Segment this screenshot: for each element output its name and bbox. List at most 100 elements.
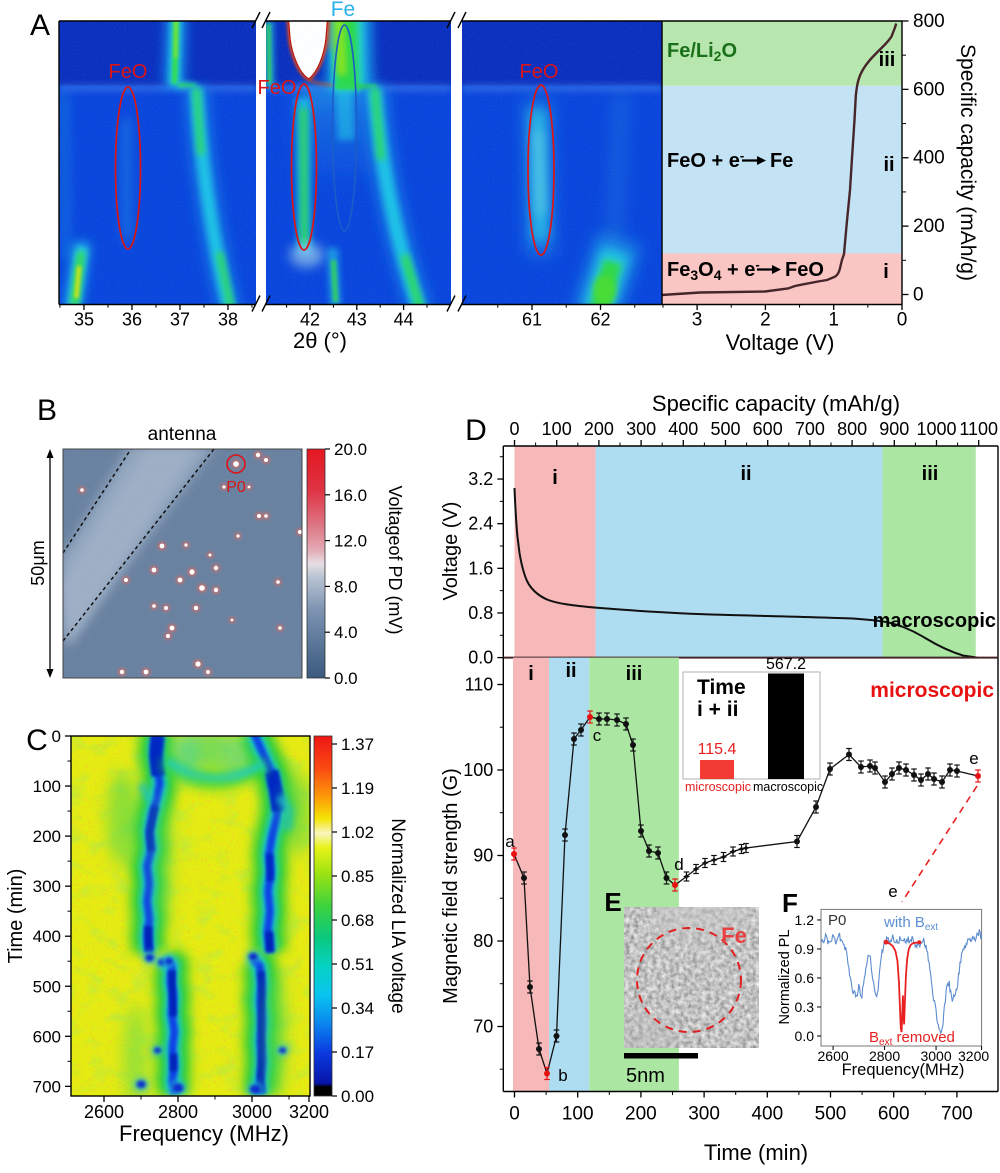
svg-text:c: c <box>593 726 602 745</box>
svg-text:Frequency(MHz): Frequency(MHz) <box>842 1061 965 1079</box>
svg-text:microscopic: microscopic <box>870 679 994 702</box>
svg-text:2600: 2600 <box>84 1102 124 1122</box>
svg-text:Time (min): Time (min) <box>5 869 27 964</box>
svg-text:8.0: 8.0 <box>334 577 358 596</box>
svg-text:35: 35 <box>74 310 94 330</box>
svg-text:0: 0 <box>897 310 908 331</box>
svg-text:d: d <box>674 855 683 874</box>
svg-text:Voltageof PD (mV): Voltageof PD (mV) <box>385 485 405 634</box>
svg-text:i: i <box>552 467 558 489</box>
svg-text:400: 400 <box>33 927 61 946</box>
svg-text:0.9: 0.9 <box>795 941 815 957</box>
svg-text:0.68: 0.68 <box>341 911 374 930</box>
svg-text:500: 500 <box>815 1104 847 1125</box>
svg-text:500: 500 <box>33 977 61 996</box>
svg-text:300: 300 <box>33 877 61 896</box>
svg-text:FeO: FeO <box>785 259 824 281</box>
svg-text:0.8: 0.8 <box>468 603 493 623</box>
svg-text:microscopic: microscopic <box>685 780 751 794</box>
svg-text:0.0: 0.0 <box>334 669 358 688</box>
svg-text:P0: P0 <box>828 912 846 929</box>
svg-text:A: A <box>30 9 50 42</box>
svg-text:200: 200 <box>33 827 61 846</box>
svg-text:FeO + e-: FeO + e- <box>667 148 744 172</box>
svg-text:700: 700 <box>795 419 825 439</box>
svg-text:i: i <box>883 261 889 283</box>
svg-text:0.85: 0.85 <box>341 867 374 886</box>
svg-text:Fe/Li2O: Fe/Li2O <box>667 40 737 64</box>
svg-text:0.17: 0.17 <box>341 1043 374 1062</box>
svg-text:2θ (°): 2θ (°) <box>293 328 347 353</box>
svg-text:0: 0 <box>509 419 519 439</box>
svg-text:b: b <box>558 1066 567 1085</box>
svg-text:FeO: FeO <box>258 77 297 99</box>
svg-text:44: 44 <box>394 310 414 330</box>
svg-text:Time (min): Time (min) <box>704 1140 808 1165</box>
svg-text:700: 700 <box>941 1104 973 1125</box>
svg-text:1.6: 1.6 <box>468 558 493 578</box>
svg-text:a: a <box>505 832 515 851</box>
svg-text:600: 600 <box>913 79 945 100</box>
svg-text:200: 200 <box>913 216 945 237</box>
svg-text:500: 500 <box>710 419 740 439</box>
svg-text:1: 1 <box>828 310 839 331</box>
svg-text:0.00: 0.00 <box>341 1087 374 1106</box>
svg-text:D: D <box>465 414 487 447</box>
svg-text:ii: ii <box>565 660 576 682</box>
svg-text:61: 61 <box>522 310 542 330</box>
svg-text:1.02: 1.02 <box>341 823 374 842</box>
svg-text:i: i <box>528 663 534 685</box>
svg-text:Specific capacity (mAh/g): Specific capacity (mAh/g) <box>956 44 979 281</box>
svg-text:16.0: 16.0 <box>334 486 367 505</box>
svg-text:B: B <box>37 394 57 427</box>
svg-text:115.4: 115.4 <box>698 741 737 758</box>
svg-text:62: 62 <box>590 310 610 330</box>
svg-text:iii: iii <box>626 663 643 685</box>
svg-text:12.0: 12.0 <box>334 532 367 551</box>
svg-text:20.0: 20.0 <box>334 440 367 459</box>
svg-text:0.6: 0.6 <box>795 970 815 986</box>
svg-text:100: 100 <box>562 1104 594 1125</box>
svg-text:70: 70 <box>473 1017 493 1037</box>
svg-text:100: 100 <box>33 777 61 796</box>
svg-text:700: 700 <box>33 1077 61 1096</box>
svg-text:Fe3O4 + e-: Fe3O4 + e- <box>667 257 760 283</box>
svg-text:3: 3 <box>692 310 703 331</box>
svg-text:iii: iii <box>879 49 896 71</box>
svg-text:0.0: 0.0 <box>795 1028 815 1044</box>
svg-text:600: 600 <box>878 1104 910 1125</box>
svg-text:1.2: 1.2 <box>795 912 815 928</box>
svg-text:E: E <box>604 887 621 917</box>
svg-text:Frequency (MHz): Frequency (MHz) <box>119 1121 289 1146</box>
svg-text:300: 300 <box>688 1104 720 1125</box>
svg-text:1.37: 1.37 <box>341 735 374 754</box>
svg-text:1000: 1000 <box>916 419 956 439</box>
svg-text:macroscopic: macroscopic <box>873 610 996 632</box>
svg-text:3.2: 3.2 <box>468 469 493 489</box>
svg-text:Normalized LIA voltage: Normalized LIA voltage <box>387 818 408 1013</box>
svg-text:80: 80 <box>473 931 493 951</box>
svg-text:100: 100 <box>463 760 493 780</box>
svg-text:Fe: Fe <box>721 923 747 948</box>
svg-text:Specific capacity (mAh/g): Specific capacity (mAh/g) <box>652 391 900 416</box>
svg-text:400: 400 <box>668 419 698 439</box>
svg-text:600: 600 <box>753 419 783 439</box>
svg-text:0.0: 0.0 <box>468 648 493 668</box>
svg-text:ii: ii <box>740 463 751 485</box>
svg-text:90: 90 <box>473 846 493 866</box>
svg-text:400: 400 <box>913 148 945 169</box>
svg-text:Fe: Fe <box>770 150 793 172</box>
svg-text:1100: 1100 <box>959 419 998 439</box>
svg-text:macroscopic: macroscopic <box>753 780 823 794</box>
svg-text:Magnetic field strength (G): Magnetic field strength (G) <box>440 768 462 1004</box>
svg-text:2.4: 2.4 <box>468 514 493 534</box>
svg-text:36: 36 <box>122 310 142 330</box>
svg-text:600: 600 <box>33 1027 61 1046</box>
svg-text:FeO: FeO <box>109 61 148 83</box>
svg-text:200: 200 <box>625 1104 657 1125</box>
svg-text:0.51: 0.51 <box>341 955 374 974</box>
svg-text:Time: Time <box>697 676 746 699</box>
svg-text:P0: P0 <box>226 479 246 496</box>
svg-text:0: 0 <box>913 285 924 306</box>
svg-text:2800: 2800 <box>158 1102 198 1122</box>
